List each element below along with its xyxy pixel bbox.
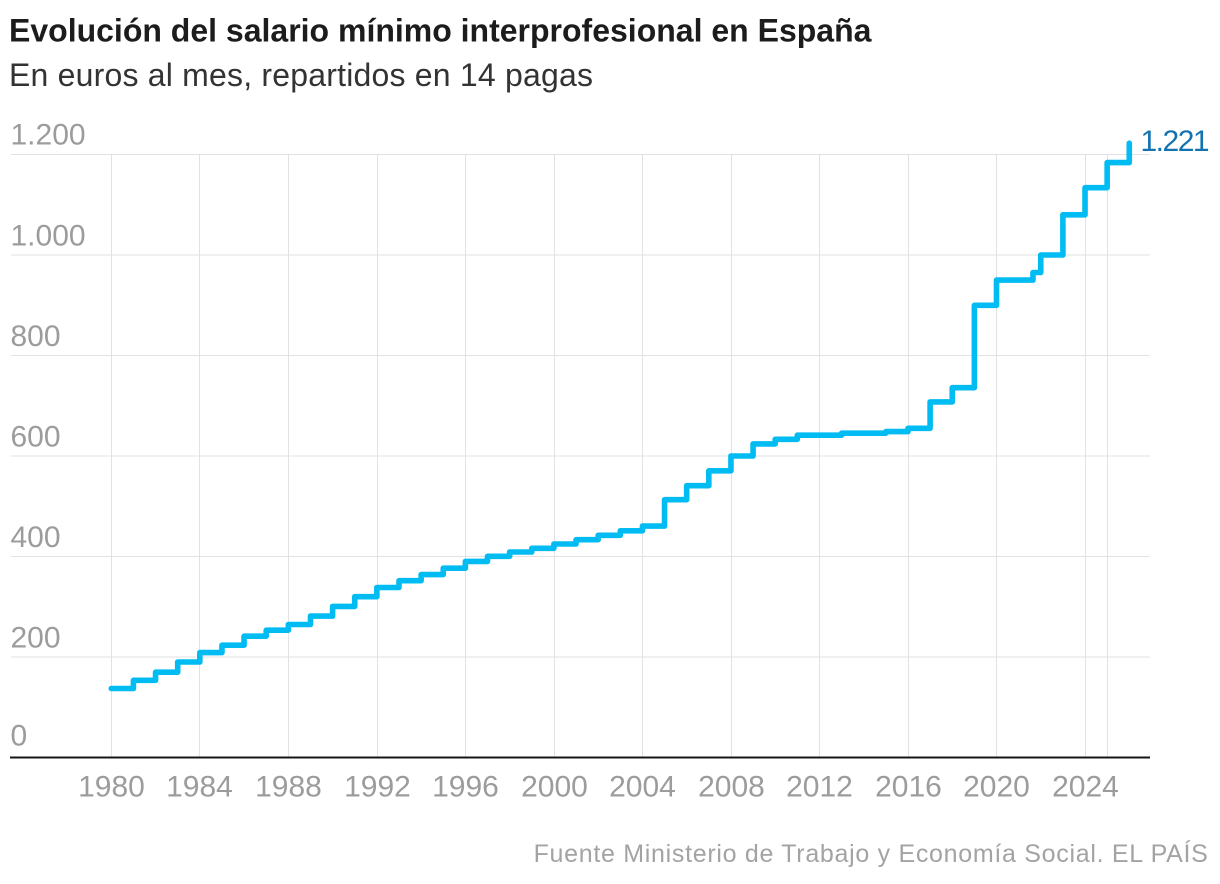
svg-text:600: 600 (11, 421, 61, 454)
svg-text:0: 0 (11, 720, 28, 753)
svg-text:2024: 2024 (1052, 771, 1119, 804)
svg-text:200: 200 (11, 622, 61, 655)
svg-text:2016: 2016 (875, 771, 942, 804)
svg-text:1.221: 1.221 (1141, 125, 1209, 158)
svg-text:2008: 2008 (698, 771, 765, 804)
svg-text:1980: 1980 (78, 771, 145, 804)
svg-text:2004: 2004 (609, 771, 676, 804)
svg-text:1.200: 1.200 (11, 119, 86, 152)
svg-text:400: 400 (11, 521, 61, 554)
svg-text:1988: 1988 (255, 771, 322, 804)
svg-text:2020: 2020 (963, 771, 1030, 804)
svg-text:Evolución del salario mínimo i: Evolución del salario mínimo interprofes… (9, 13, 872, 49)
svg-text:2012: 2012 (786, 771, 853, 804)
svg-text:En euros al mes, repartidos en: En euros al mes, repartidos en 14 pagas (9, 57, 593, 93)
svg-text:Fuente Ministerio de Trabajo y: Fuente Ministerio de Trabajo y Economía … (534, 839, 1209, 868)
svg-text:800: 800 (11, 320, 61, 353)
svg-text:1996: 1996 (432, 771, 499, 804)
svg-text:1984: 1984 (166, 771, 233, 804)
svg-text:1992: 1992 (344, 771, 411, 804)
svg-text:1.000: 1.000 (11, 220, 86, 253)
svg-text:2000: 2000 (521, 771, 588, 804)
